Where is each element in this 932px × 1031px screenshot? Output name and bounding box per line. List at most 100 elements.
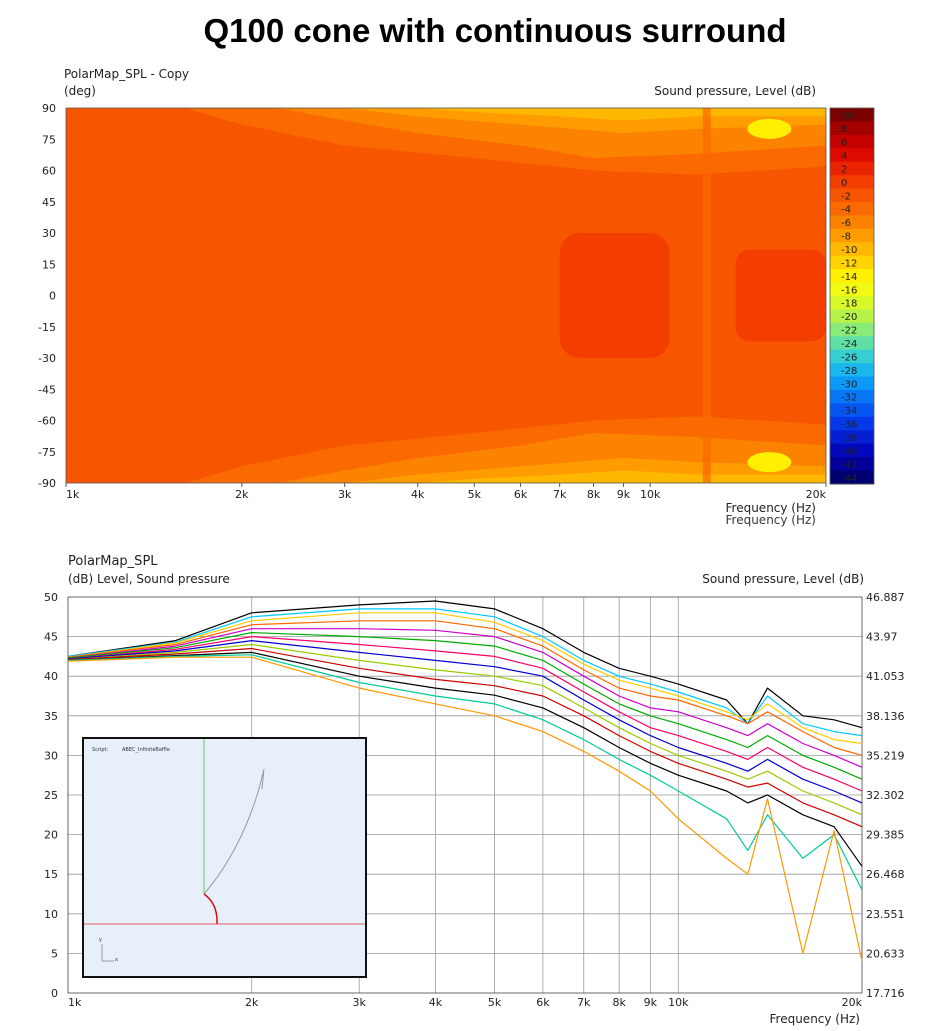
heatmap-y-tick: -75 <box>38 446 56 459</box>
heatmap-x-tick: 9k <box>617 488 631 501</box>
heatmap-y-tick: -60 <box>38 415 56 428</box>
line-y-tick: 45 <box>44 631 58 644</box>
heatmap-y-tick: 15 <box>42 258 56 271</box>
contour-off-axis-low <box>747 118 792 139</box>
colorbar-swatch <box>830 175 874 190</box>
spl-series-line <box>67 628 863 768</box>
colorbar-swatch <box>830 457 874 472</box>
spl-series-line <box>67 647 863 828</box>
inset-axis-y: y <box>99 937 102 943</box>
colorbar-label: -40 <box>841 446 857 457</box>
colorbar-label: -2 <box>841 191 851 202</box>
colorbar-label: -28 <box>841 366 857 377</box>
colorbar-label: -10 <box>841 245 857 256</box>
line-y-tick-right: 43.97 <box>866 631 898 644</box>
line-y-tick: 25 <box>44 789 58 802</box>
heatmap-x-tick: 6k <box>514 488 528 501</box>
spl-series-line <box>67 636 863 792</box>
colorbar-swatch <box>830 430 874 445</box>
colorbar-label: -8 <box>841 232 851 243</box>
colorbar-label: -14 <box>841 272 857 283</box>
cone-profile <box>203 768 265 895</box>
line-x-tick: 4k <box>429 996 443 1009</box>
colorbar-swatch <box>830 242 874 257</box>
heatmap-title: PolarMap_SPL - Copy <box>64 67 190 81</box>
heatmap-x-tick: 8k <box>587 488 601 501</box>
line-y-tick-right: 38.136 <box>866 710 905 723</box>
colorbar-label: 4 <box>841 151 847 162</box>
colorbar-swatch <box>830 296 874 310</box>
line-x-tick: 20k <box>842 996 863 1009</box>
colorbar-label: 6 <box>841 138 847 149</box>
line-y-tick-right: 32.302 <box>866 789 905 802</box>
heatmap-y-tick: -30 <box>38 352 56 365</box>
colorbar-swatch <box>830 363 874 378</box>
colorbar-label: -4 <box>841 205 851 216</box>
colorbar-label: -18 <box>841 299 857 310</box>
colorbar-swatch <box>830 161 874 176</box>
colorbar-label: -24 <box>841 339 857 350</box>
line-y-tick-right: 46.887 <box>866 591 905 604</box>
colorbar-swatch <box>830 336 874 351</box>
colorbar-swatch <box>830 202 874 216</box>
contour-band <box>417 470 826 483</box>
heatmap-x-tick: 10k <box>640 488 661 501</box>
spl-series-line <box>67 656 863 962</box>
inset-script-label: Script: <box>92 747 109 753</box>
page-title: Q100 cone with continuous surround <box>203 12 787 49</box>
line-y-tick: 40 <box>44 670 58 683</box>
surround-profile <box>203 893 218 925</box>
line-y-tick-right: 35.219 <box>866 749 905 762</box>
contour-band <box>417 108 826 121</box>
line-y-tick: 30 <box>44 749 58 762</box>
colorbar-swatch <box>830 188 874 203</box>
colorbar-swatch <box>830 416 874 431</box>
spl-series-line <box>67 640 863 804</box>
colorbar-swatch <box>830 134 874 149</box>
line-y-tick: 10 <box>44 908 58 921</box>
line-x-tick: 2k <box>245 996 259 1009</box>
line-x-tick: 9k <box>644 996 658 1009</box>
line-y-tick-right: 20.633 <box>866 947 905 960</box>
line-x-tick: 1k <box>68 996 82 1009</box>
mesh-preview-inset: Script: ABEC_InfiniteBaffle y x <box>82 737 367 978</box>
colorbar-label: -32 <box>841 393 857 404</box>
heatmap-x-tick: 4k <box>411 488 425 501</box>
colorbar-label: -38 <box>841 433 857 444</box>
colorbar-swatch <box>830 443 874 458</box>
colorbar-label: -12 <box>841 258 857 269</box>
spl-series-line <box>67 608 863 737</box>
colorbar-swatch <box>830 309 874 324</box>
heatmap-x-label: Frequency (Hz) <box>725 501 817 515</box>
colorbar-swatch <box>830 121 874 136</box>
spl-series-line <box>67 654 863 891</box>
colorbar-swatch <box>830 349 874 364</box>
heatmap-x-tick: 1k <box>66 488 80 501</box>
colorbar-label: -34 <box>841 406 857 417</box>
heatmap-y-tick: 45 <box>42 196 56 209</box>
heatmap-z-label: Sound pressure, Level (dB) <box>654 84 816 98</box>
line-x-tick: 8k <box>612 996 626 1009</box>
heatmap-frame <box>65 107 827 484</box>
line-y-tick-right: 17.716 <box>866 987 905 1000</box>
line-x-tick: 7k <box>577 996 591 1009</box>
heatmap-x-tick: 7k <box>553 488 567 501</box>
colorbar-swatch <box>830 322 874 337</box>
colorbar-label: -16 <box>841 285 857 296</box>
colorbar-swatch <box>830 255 874 270</box>
contour-on-axis-hot <box>559 233 670 358</box>
colorbar-swatch <box>830 403 874 418</box>
line-chart-x-label: Frequency (Hz) <box>769 1012 861 1026</box>
colorbar-swatch <box>830 282 874 297</box>
heatmap-y-tick: -15 <box>38 321 56 334</box>
colorbar-label: -26 <box>841 352 857 363</box>
line-y-tick: 0 <box>51 987 58 1000</box>
heatmap-x-tick: 2k <box>235 488 249 501</box>
contour-breakup <box>702 108 711 483</box>
colorbar-swatch <box>830 108 874 122</box>
heatmap-y-tick: 90 <box>42 102 56 115</box>
line-x-tick: 10k <box>668 996 689 1009</box>
line-y-tick: 35 <box>44 710 58 723</box>
colorbar-label: 2 <box>841 164 847 175</box>
